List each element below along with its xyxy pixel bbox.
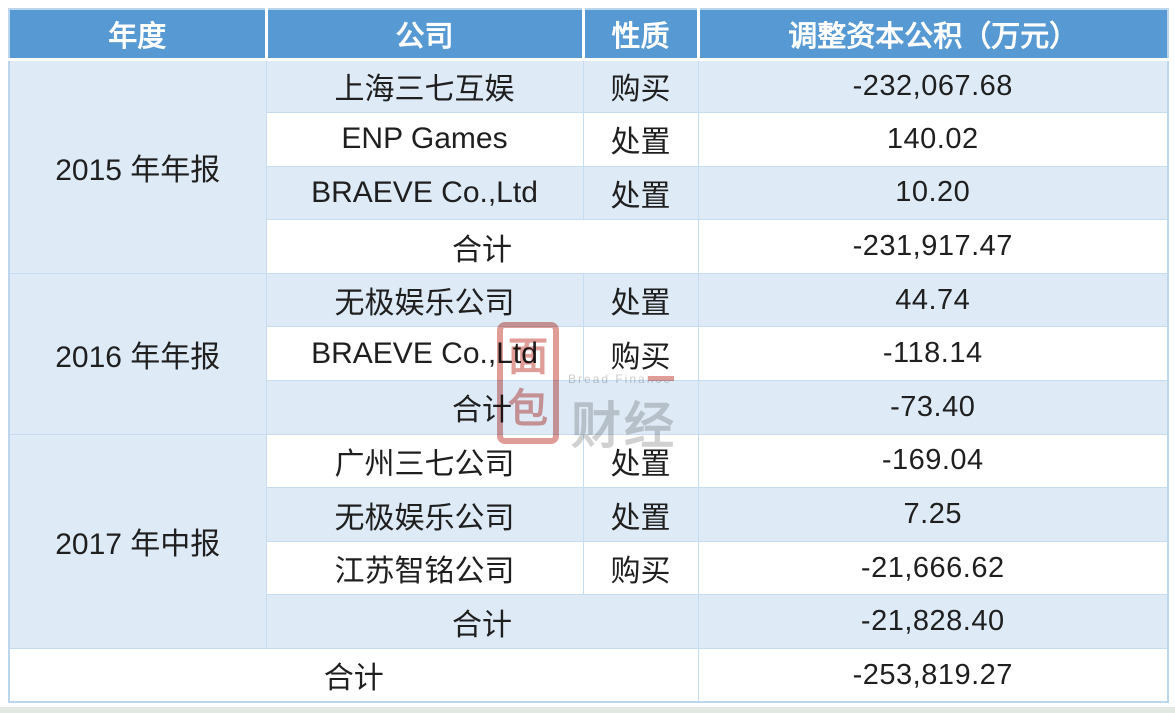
capital-reserve-adjustment-table: 年度 公司 性质 调整资本公积（万元） 2015 年年报 上海三七互娱 购买 -… xyxy=(8,8,1169,704)
subtotal-row-2015: 合计 -231,917.47 xyxy=(9,219,1169,274)
table-row: BRAEVE Co.,Ltd 处置 10.20 xyxy=(9,165,1169,221)
value-cell: -21,666.62 xyxy=(697,540,1169,596)
grand-total-value: -253,819.27 xyxy=(697,648,1169,703)
subtotal-row-2017: 合计 -21,828.40 xyxy=(9,594,1169,650)
nature-cell: 处置 xyxy=(582,487,699,542)
subtotal-label: 合计 xyxy=(265,594,699,650)
company-cell: 上海三七互娱 xyxy=(265,58,584,114)
nature-cell: 处置 xyxy=(582,165,699,221)
subtotal-value: -231,917.47 xyxy=(697,219,1169,274)
nature-cell: 处置 xyxy=(582,433,699,489)
subtotal-value: -73.40 xyxy=(697,380,1169,435)
subtotal-value: -21,828.40 xyxy=(697,594,1169,650)
header-nature: 性质 xyxy=(583,9,700,61)
year-cell-2015: 2015 年年报 xyxy=(8,58,267,274)
grand-total-label: 合计 xyxy=(8,648,699,703)
table-header-row: 年度 公司 性质 调整资本公积（万元） xyxy=(9,9,1168,61)
company-cell: 无极娱乐公司 xyxy=(265,272,584,328)
table-row: 江苏智铭公司 购买 -21,666.62 xyxy=(9,540,1169,596)
table-row: 2017 年中报 广州三七公司 处置 -169.04 xyxy=(8,433,1169,650)
subtotal-label: 合计 xyxy=(265,380,699,435)
year-cell-2017: 2017 年中报 xyxy=(8,433,267,650)
year-cell-2016: 2016 年年报 xyxy=(8,272,267,435)
table-row: BRAEVE Co.,Ltd 购买 -118.14 xyxy=(9,326,1169,382)
nature-cell: 购买 xyxy=(582,540,699,596)
value-cell: -232,067.68 xyxy=(697,58,1169,114)
nature-cell: 购买 xyxy=(582,326,699,382)
value-cell: 10.20 xyxy=(697,165,1169,221)
table-row: 2016 年年报 无极娱乐公司 处置 44.74 xyxy=(8,272,1169,435)
value-cell: -169.04 xyxy=(697,433,1169,489)
subtotal-label: 合计 xyxy=(265,219,699,274)
header-year: 年度 xyxy=(9,9,268,61)
nature-cell: 处置 xyxy=(582,272,699,328)
nature-cell: 处置 xyxy=(582,112,699,167)
value-cell: 7.25 xyxy=(697,487,1169,542)
nature-cell: 购买 xyxy=(582,58,699,114)
value-cell: 44.74 xyxy=(697,272,1169,328)
header-adjusted-capital-reserve: 调整资本公积（万元） xyxy=(698,9,1168,61)
value-cell: 140.02 xyxy=(697,112,1169,167)
company-cell: BRAEVE Co.,Ltd xyxy=(265,326,584,382)
company-cell: 江苏智铭公司 xyxy=(265,540,584,596)
company-cell: BRAEVE Co.,Ltd xyxy=(265,165,584,221)
company-cell: 无极娱乐公司 xyxy=(265,487,584,542)
company-cell: 广州三七公司 xyxy=(265,433,584,489)
bottom-edge-strip xyxy=(0,707,1175,713)
company-cell: ENP Games xyxy=(265,112,584,167)
header-company: 公司 xyxy=(266,9,585,61)
table-row: 2015 年年报 上海三七互娱 购买 -232,067.68 xyxy=(8,58,1169,274)
value-cell: -118.14 xyxy=(697,326,1169,382)
grand-total-row: 合计 -253,819.27 xyxy=(8,648,1169,703)
